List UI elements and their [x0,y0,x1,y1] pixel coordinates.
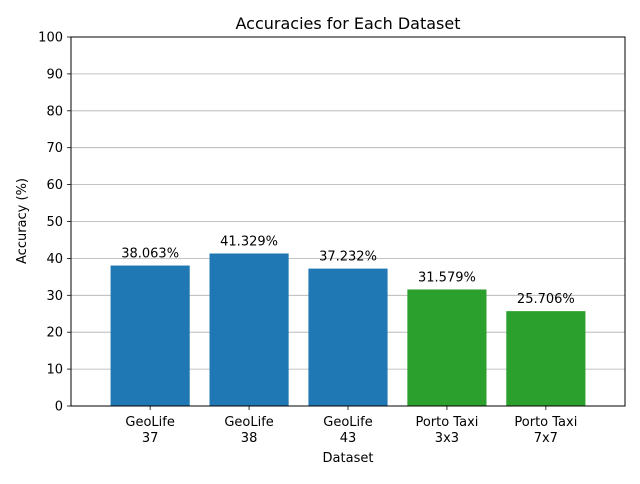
bar-value-label: 25.706% [517,292,575,307]
y-tick-label: 50 [46,215,63,230]
y-tick-label: 60 [46,178,63,193]
x-tick-label: 43 [340,431,357,446]
y-tick-label: 90 [46,67,63,82]
x-tick-label: Porto Taxi [415,415,478,430]
value-labels: 38.063% 41.329% 37.232% 31.579% 25.706% [121,234,575,307]
y-tick-label: 70 [46,141,63,156]
x-tick-label: 38 [241,431,258,446]
bar [407,289,487,406]
x-tick-label: GeoLife [323,415,372,430]
y-tick-label: 40 [46,252,63,267]
y-tick-label: 30 [46,289,63,304]
x-tick-label: 3x3 [435,431,459,446]
y-tick-label: 80 [46,104,63,119]
bar-value-label: 31.579% [418,270,476,285]
bar [506,311,586,406]
x-tick-label: 7x7 [534,431,558,446]
x-tick-label: GeoLife [224,415,273,430]
bar-value-label: 41.329% [220,234,278,249]
x-tick-label: 37 [142,431,159,446]
bar [209,253,289,406]
bar [308,268,388,406]
y-tick-label: 10 [46,363,63,378]
x-tick-label: GeoLife [125,415,174,430]
x-tick-label: Porto Taxi [514,415,577,430]
chart-title: Accuracies for Each Dataset [236,14,461,33]
bar-value-label: 38.063% [121,247,179,262]
y-axis: 0 10 20 30 40 50 60 70 80 90 100 [38,31,71,415]
y-axis-label: Accuracy (%) [15,178,30,264]
y-tick-label: 20 [46,326,63,341]
bar-value-label: 37.232% [319,250,377,265]
bar [110,265,190,406]
x-axis-label: Dataset [323,451,374,466]
bars [110,253,586,406]
y-tick-label: 100 [38,31,63,46]
y-tick-label: 0 [55,400,63,415]
